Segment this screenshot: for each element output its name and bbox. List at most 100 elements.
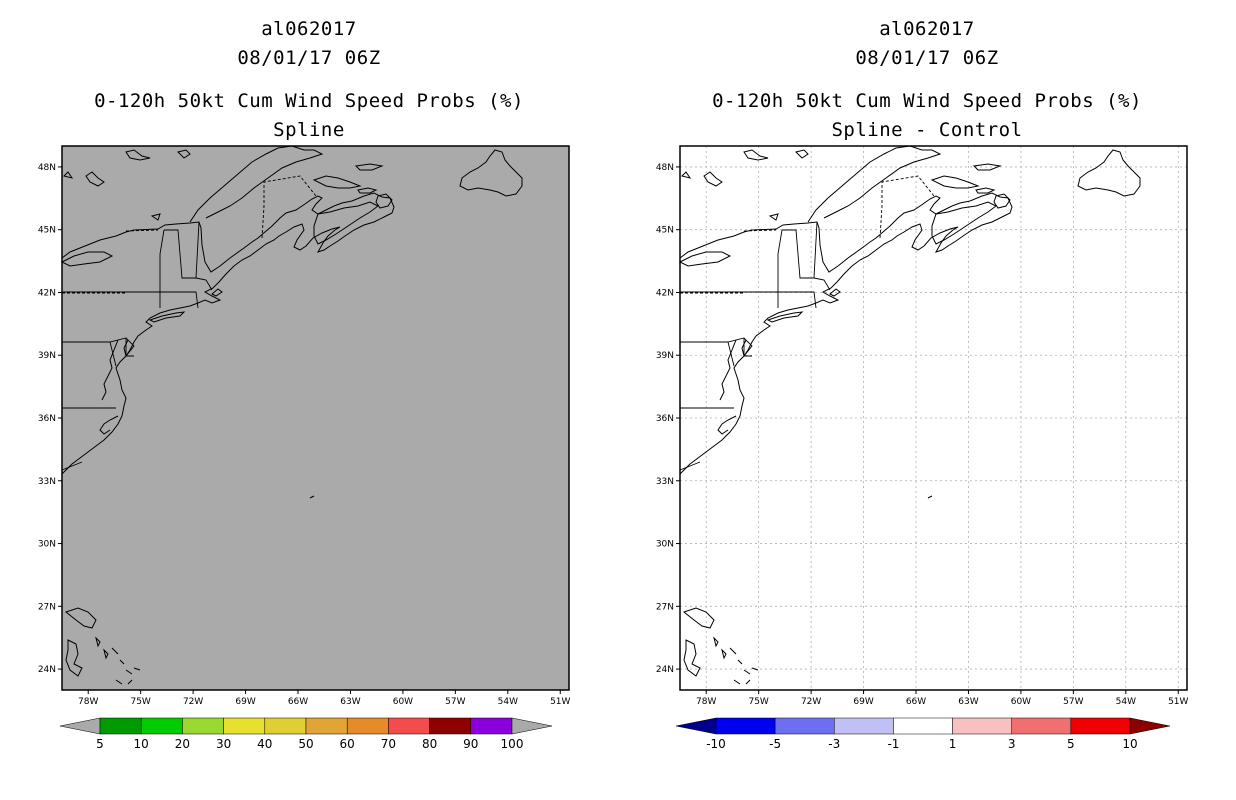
lat-tick-label: 30N bbox=[656, 540, 674, 550]
lon-ticks: 78W 75W 72W 69W 66W 63W 60W 57W 54W 51W bbox=[696, 690, 1189, 707]
coastline-cape-breton bbox=[375, 193, 393, 209]
coastline-bahamas bbox=[64, 607, 141, 685]
lon-tick-label: 78W bbox=[78, 697, 98, 707]
colorbar-swatch bbox=[264, 717, 307, 735]
coastline-bahamas bbox=[682, 607, 759, 685]
datetime: 08/01/17 06Z bbox=[237, 47, 381, 69]
colorbar-swatch bbox=[774, 717, 835, 735]
lake-ontario bbox=[678, 251, 732, 267]
colorbar-label: -1 bbox=[887, 737, 899, 751]
colorbar-label: 1 bbox=[949, 737, 957, 751]
datetime: 08/01/17 06Z bbox=[855, 47, 999, 69]
map-background bbox=[62, 146, 569, 690]
lat-tick-label: 48N bbox=[656, 163, 674, 173]
coastline-chesapeake bbox=[101, 339, 119, 401]
product-title: 0-120h 50kt Cum Wind Speed Probs (%) bbox=[712, 90, 1142, 112]
coastline-st-lawrence bbox=[807, 145, 942, 223]
lat-tick-label: 45N bbox=[656, 226, 674, 236]
lon-tick-label: 72W bbox=[801, 697, 821, 707]
colorbar-label: -10 bbox=[706, 737, 726, 751]
lon-tick-label: 63W bbox=[340, 697, 360, 707]
lat-ticks: 48N 45N 42N 39N 36N 33N 30N 27N 24N bbox=[656, 163, 680, 675]
state-borders bbox=[61, 221, 213, 471]
lat-tick-label: 30N bbox=[38, 540, 56, 550]
colorbar-swatch bbox=[99, 717, 142, 735]
state-borders bbox=[679, 221, 831, 471]
coastline-newfoundland bbox=[1077, 149, 1141, 197]
colorbar-label: 80 bbox=[422, 737, 437, 751]
lat-tick-label: 24N bbox=[656, 665, 674, 675]
lon-tick-label: 54W bbox=[1116, 697, 1136, 707]
lon-tick-label: 69W bbox=[853, 697, 873, 707]
lon-tick-label: 51W bbox=[550, 697, 570, 707]
storm-id: al062017 bbox=[879, 18, 975, 40]
colorbar-label: -5 bbox=[769, 737, 781, 751]
panel-subtitle: Spline - Control bbox=[831, 119, 1023, 141]
colorbar-swatch bbox=[893, 717, 953, 735]
map-fill bbox=[62, 146, 569, 690]
colorbar: 5 10 20 30 40 50 60 70 80 90 100 bbox=[59, 717, 553, 751]
coastline-nova-scotia bbox=[313, 201, 379, 245]
colorbar-label: -3 bbox=[828, 737, 840, 751]
lon-tick-label: 57W bbox=[445, 697, 465, 707]
colorbar-label: 30 bbox=[216, 737, 231, 751]
colorbar-label: 20 bbox=[175, 737, 190, 751]
grid-lines bbox=[680, 146, 1187, 690]
colorbar-label: 60 bbox=[340, 737, 355, 751]
coastline-chesapeake bbox=[719, 339, 737, 401]
colorbar-label: 100 bbox=[501, 737, 524, 751]
intl-border bbox=[62, 175, 317, 294]
lat-tick-label: 24N bbox=[38, 665, 56, 675]
coastline-gaspe bbox=[930, 175, 980, 189]
lat-tick-label: 27N bbox=[38, 602, 56, 612]
lon-tick-label: 66W bbox=[906, 697, 926, 707]
colorbar-label: 5 bbox=[1067, 737, 1075, 751]
colorbar-swatch bbox=[388, 717, 430, 735]
coastline-outline bbox=[60, 145, 523, 685]
coastline-mainland bbox=[679, 192, 1013, 475]
lat-tick-label: 39N bbox=[656, 351, 674, 361]
coastline-pamlico bbox=[99, 415, 119, 435]
panel-spline: al062017 08/01/17 06Z 0-120h 50kt Cum Wi… bbox=[38, 18, 571, 751]
coastline-newfoundland bbox=[459, 149, 523, 197]
map-plot: 48N 45N 42N 39N 36N 33N 30N 27N 24N 78W 75W 72W 69W… bbox=[656, 145, 1189, 751]
lat-tick-label: 42N bbox=[656, 288, 674, 298]
colorbar-swatch bbox=[429, 717, 472, 735]
coastline-pamlico bbox=[717, 415, 737, 435]
storm-id: al062017 bbox=[261, 18, 357, 40]
colorbar-swatch bbox=[1070, 717, 1131, 735]
colorbar-label: 10 bbox=[1122, 737, 1137, 751]
coastline-bermuda bbox=[927, 495, 933, 499]
lat-tick-label: 48N bbox=[38, 163, 56, 173]
colorbar-over-arrow bbox=[1129, 717, 1171, 735]
coastline-cape-cod bbox=[211, 288, 223, 297]
lat-tick-label: 36N bbox=[656, 414, 674, 424]
coastline-hudson-bay-islands bbox=[681, 149, 809, 221]
panel-spline-control: al062017 08/01/17 06Z 0-120h 50kt Cum Wi… bbox=[618, 0, 1236, 800]
coastline-outline bbox=[678, 145, 1141, 685]
lon-tick-label: 63W bbox=[958, 697, 978, 707]
coastline-gaspe bbox=[312, 175, 362, 189]
coastline-st-lawrence bbox=[189, 145, 324, 223]
map-plot: 48N 45N 42N 39N 36N 33N 30N 27N 24N 78W 75W 72W 69W… bbox=[38, 145, 571, 751]
colorbar-under-arrow bbox=[675, 717, 717, 735]
colorbar-label: 40 bbox=[257, 737, 272, 751]
colorbar-swatch bbox=[834, 717, 894, 735]
colorbar: -10 -5 -3 -1 1 3 5 10 bbox=[675, 717, 1171, 751]
coastline-delaware-bay bbox=[123, 339, 129, 357]
intl-border bbox=[680, 175, 935, 294]
colorbar-swatch bbox=[223, 717, 266, 735]
lon-tick-label: 60W bbox=[393, 697, 413, 707]
lat-tick-label: 42N bbox=[38, 288, 56, 298]
coastline-pei bbox=[975, 187, 996, 194]
lon-tick-label: 51W bbox=[1168, 697, 1188, 707]
colorbar-swatch bbox=[182, 717, 224, 735]
coastline-bermuda bbox=[309, 495, 315, 499]
coastline-cape-cod bbox=[829, 288, 841, 297]
coastline-cape-breton bbox=[993, 193, 1011, 209]
lon-tick-label: 69W bbox=[235, 697, 255, 707]
lat-tick-label: 45N bbox=[38, 226, 56, 236]
coastline-long-island bbox=[148, 311, 186, 323]
colorbar-label: 70 bbox=[381, 737, 396, 751]
lon-tick-label: 66W bbox=[288, 697, 308, 707]
